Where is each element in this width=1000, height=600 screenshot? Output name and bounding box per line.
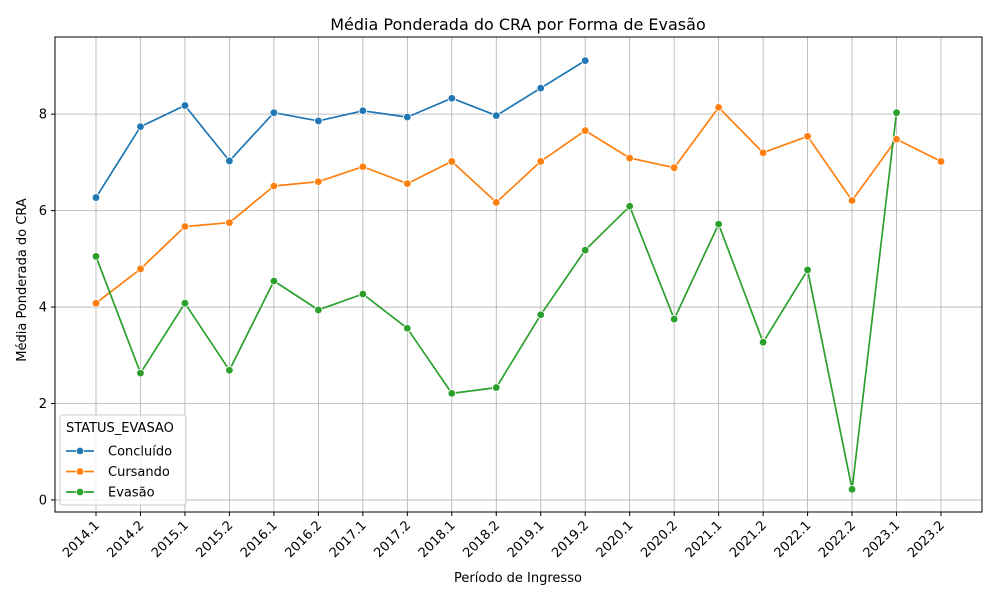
legend-box: [59, 414, 187, 506]
data-point-cursando: [180, 222, 190, 231]
data-point-cursando: [536, 157, 545, 166]
y-tick-label: 6: [39, 204, 47, 219]
data-point-evasao: [803, 265, 812, 275]
data-point-concluido: [536, 83, 545, 93]
legend-label: Cursando: [108, 465, 170, 480]
data-point-evasao: [136, 368, 145, 378]
data-point-cursando: [803, 132, 812, 141]
y-axis-label: Média Ponderada do CRA: [15, 198, 30, 362]
data-point-concluido: [447, 94, 456, 103]
chart-title: Média Ponderada do CRA por Forma de Evas…: [330, 15, 705, 34]
plot-frame: [54, 36, 983, 513]
data-point-cursando: [136, 264, 145, 274]
data-point-cursando: [225, 218, 234, 227]
data-point-evasao: [536, 310, 545, 319]
data-point-cursando: [669, 163, 679, 172]
data-point-concluido: [269, 108, 279, 117]
x-tick-label: 2021.2: [727, 518, 770, 561]
legend: STATUS_EVASAO Concluído Cursando Evasão: [59, 414, 187, 506]
legend-marker: [75, 446, 85, 456]
data-point-evasao: [758, 338, 768, 347]
data-point-cursando: [447, 157, 456, 166]
data-point-concluido: [403, 112, 412, 122]
data-point-evasao: [358, 289, 368, 299]
legend-marker: [75, 487, 85, 497]
data-point-concluido: [492, 111, 501, 120]
data-point-concluido: [180, 101, 190, 110]
x-tick-label: 2017.2: [371, 518, 414, 561]
series-lines: [95, 59, 942, 491]
series-points: [91, 56, 946, 494]
data-point-cursando: [358, 162, 368, 171]
data-point-cursando: [269, 181, 279, 191]
data-point-concluido: [225, 156, 234, 166]
x-tick-label: 2014.1: [60, 518, 103, 561]
y-tick-label: 4: [39, 301, 47, 316]
grid: [55, 37, 982, 512]
x-tick-label: 2019.1: [505, 518, 548, 561]
data-point-concluido: [136, 122, 145, 131]
data-point-evasao: [847, 485, 857, 494]
x-tick-label: 2019.2: [549, 518, 592, 561]
x-tick-label: 2017.1: [327, 518, 370, 561]
data-point-cursando: [492, 198, 501, 207]
data-point-cursando: [714, 103, 723, 112]
legend-label: Concluído: [108, 445, 172, 460]
data-point-evasao: [269, 276, 279, 286]
data-point-evasao: [403, 324, 412, 333]
x-axis-label: Período de Ingresso: [454, 571, 582, 586]
legend-title: STATUS_EVASAO: [66, 421, 174, 436]
x-tick-label: 2023.2: [905, 518, 948, 561]
x-tick-label: 2015.2: [193, 518, 236, 561]
legend-items: Concluído Cursando Evasão: [66, 445, 172, 501]
data-point-cursando: [936, 157, 946, 166]
data-point-cursando: [758, 148, 768, 157]
data-point-concluido: [91, 193, 101, 202]
data-point-evasao: [314, 305, 323, 315]
data-point-evasao: [581, 245, 590, 255]
x-axis-ticks: 2014.1 2014.2 2015.1 2015.2 2016.1 2016.2 2017…: [60, 512, 948, 561]
legend-label: Evasão: [108, 486, 155, 501]
data-point-cursando: [314, 177, 323, 186]
data-point-cursando: [403, 179, 412, 188]
x-tick-label: 2018.2: [460, 518, 503, 561]
data-point-cursando: [91, 298, 101, 308]
x-tick-label: 2020.1: [594, 518, 637, 561]
data-point-concluido: [581, 56, 590, 65]
x-tick-label: 2016.2: [282, 518, 325, 561]
data-point-evasao: [225, 366, 234, 375]
x-tick-label: 2022.1: [772, 518, 815, 561]
series-line-cursando: [95, 106, 942, 304]
data-point-evasao: [669, 314, 679, 324]
y-tick-label: 2: [39, 397, 47, 412]
data-point-cursando: [892, 135, 901, 144]
x-tick-label: 2015.1: [149, 518, 192, 561]
x-tick-label: 2022.2: [816, 518, 859, 561]
data-point-cursando: [625, 153, 634, 163]
series-line-concluido: [95, 59, 586, 199]
data-point-cursando: [581, 126, 590, 135]
x-tick-label: 2014.2: [105, 518, 148, 561]
y-tick-label: 8: [39, 108, 47, 123]
y-tick-label: 0: [39, 493, 47, 508]
data-point-evasao: [892, 108, 901, 117]
data-point-evasao: [447, 389, 456, 398]
data-point-evasao: [714, 219, 723, 229]
data-point-evasao: [625, 202, 634, 211]
data-point-concluido: [314, 116, 323, 126]
x-tick-label: 2018.1: [416, 518, 459, 561]
legend-marker: [75, 467, 85, 476]
x-tick-label: 2020.2: [638, 518, 681, 561]
data-point-evasao: [91, 252, 101, 261]
y-axis-ticks: 0 2 4 6 8: [39, 108, 55, 508]
data-point-cursando: [847, 196, 857, 205]
x-tick-label: 2016.1: [238, 518, 281, 561]
x-tick-label: 2021.1: [683, 518, 726, 561]
data-point-evasao: [492, 383, 501, 392]
x-tick-label: 2023.1: [861, 518, 904, 561]
data-point-evasao: [180, 298, 190, 308]
data-point-concluido: [358, 106, 368, 115]
